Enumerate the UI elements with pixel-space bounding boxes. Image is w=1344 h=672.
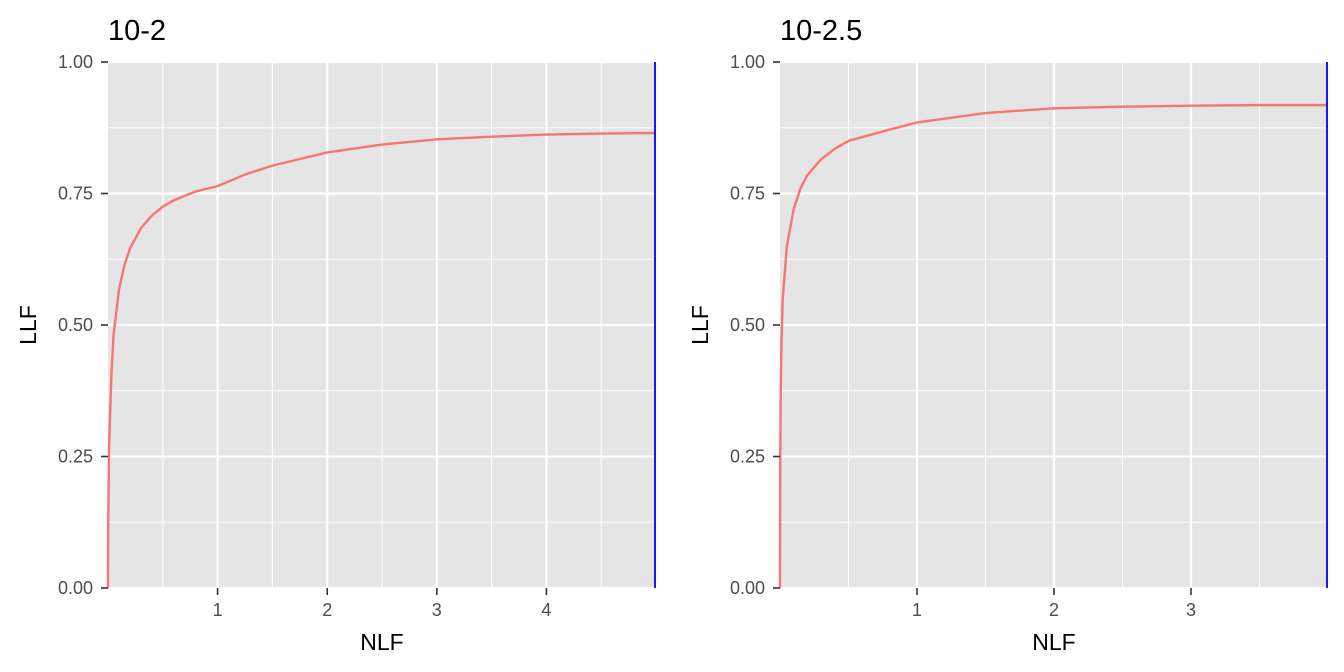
y-tick-label: 0.75: [58, 184, 93, 204]
y-tick-label: 1.00: [730, 52, 765, 72]
x-tick-label: 3: [432, 600, 442, 620]
y-tick-label: 0.25: [730, 447, 765, 467]
x-tick-label: 1: [213, 600, 223, 620]
x-axis-title: NLF: [1032, 629, 1075, 655]
panel-title: 10-2.5: [780, 15, 862, 47]
x-tick-label: 2: [1049, 600, 1059, 620]
y-tick-label: 0.00: [730, 578, 765, 598]
y-tick-label: 0.50: [58, 315, 93, 335]
chart-panel-2: 0.00 0.25 0.50 0.75 1.00 1 2 3 10-2.5 NLF LLF: [687, 15, 1328, 655]
x-tick-label: 4: [541, 600, 551, 620]
panel-title: 10-2: [108, 15, 166, 47]
y-tick-label: 0.50: [730, 315, 765, 335]
y-tick-label: 0.00: [58, 578, 93, 598]
y-axis-title: LLF: [687, 305, 713, 345]
x-tick-label: 1: [912, 600, 922, 620]
x-axis-title: NLF: [360, 629, 403, 655]
y-tick-label: 1.00: [58, 52, 93, 72]
y-tick-label: 0.25: [58, 447, 93, 467]
y-tick-label: 0.75: [730, 184, 765, 204]
x-tick-label: 3: [1186, 600, 1196, 620]
llf-nlf-curve: [778, 103, 1328, 589]
chart-panel-1: 0.00 0.25 0.50 0.75 1.00 1 2 3 4 10-2 NLF LLF: [15, 15, 657, 655]
llf-nlf-curve: [106, 131, 657, 589]
x-tick-label: 2: [322, 600, 332, 620]
y-axis-title: LLF: [15, 305, 41, 345]
